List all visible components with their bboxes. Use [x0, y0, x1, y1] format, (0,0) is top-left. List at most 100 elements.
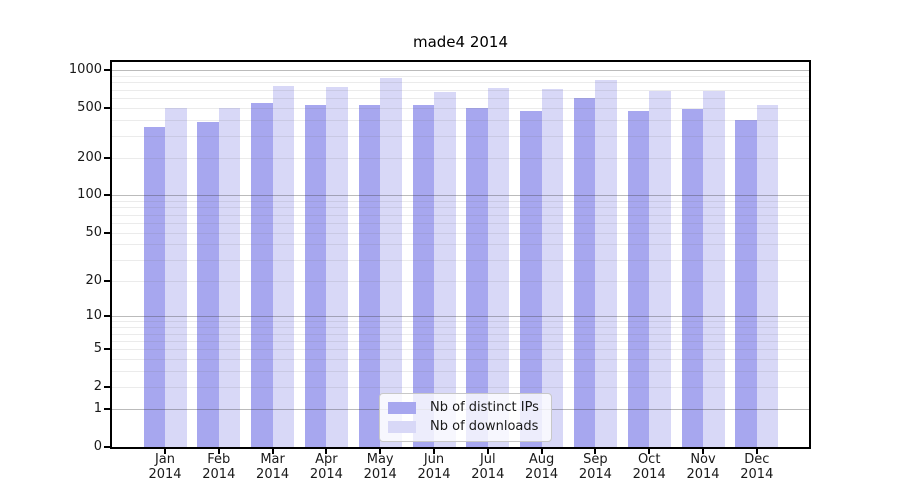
y-tick-label-0: 0 — [93, 439, 102, 454]
x-tick-label-may: May 2014 — [363, 452, 397, 482]
gridline-400 — [112, 120, 809, 121]
legend: Nb of distinct IPs Nb of downloads — [379, 393, 552, 442]
legend-entry-downloads: Nb of downloads — [388, 419, 539, 435]
bar-dec-downloads — [756, 104, 779, 447]
bar-apr-downloads — [326, 86, 348, 447]
y-tick-mark — [104, 408, 110, 411]
x-tick-label-aug: Aug 2014 — [525, 452, 559, 482]
x-tick-mark — [217, 449, 220, 454]
x-tick-label-apr: Apr 2014 — [309, 452, 343, 482]
gridline-8 — [112, 327, 809, 329]
gridline-100 — [112, 195, 809, 197]
bar-apr-distinct-ips — [304, 105, 327, 447]
x-tick-mark — [755, 449, 758, 454]
y-tick-mark — [104, 156, 110, 159]
bar-may-distinct-ips — [358, 104, 381, 447]
bar-oct-downloads — [649, 91, 671, 447]
bar-feb-downloads — [218, 107, 241, 447]
bar-sep-distinct-ips — [573, 98, 596, 447]
bar-jan-downloads — [165, 108, 187, 447]
gridline-6 — [112, 340, 809, 342]
bar-aug-downloads — [541, 89, 564, 447]
y-tick-mark — [104, 106, 110, 109]
y-tick-mark — [104, 386, 110, 389]
bar-oct-distinct-ips — [627, 111, 650, 447]
gridline-7 — [112, 333, 809, 335]
gridline-70 — [112, 214, 809, 216]
bar-jan-distinct-ips — [143, 126, 165, 447]
x-tick-mark — [594, 449, 597, 454]
gridline-3 — [112, 371, 809, 373]
bar-nov-distinct-ips — [681, 109, 703, 447]
legend-swatch-downloads-icon — [388, 421, 416, 433]
gridline-5 — [112, 349, 809, 351]
gridline-60 — [112, 222, 809, 224]
bar-mar-downloads — [272, 86, 295, 447]
gridline-900 — [112, 75, 809, 77]
y-tick-mark — [104, 231, 110, 234]
x-tick-mark — [540, 449, 543, 454]
y-tick-label-2: 2 — [93, 379, 102, 395]
y-tick-mark — [104, 69, 110, 72]
x-tick-mark — [325, 449, 328, 454]
bar-aug-distinct-ips — [520, 110, 542, 447]
x-tick-label-jun: Jun 2014 — [417, 452, 451, 482]
x-tick-label-sep: Sep 2014 — [578, 452, 612, 482]
y-tick-mark — [104, 348, 110, 351]
gridline-4 — [112, 359, 809, 361]
gridline-200 — [112, 157, 809, 159]
y-tick-label-1: 1 — [93, 401, 102, 417]
x-tick-label-oct: Oct 2014 — [632, 452, 666, 482]
bar-nov-downloads — [703, 90, 725, 447]
gridline-40 — [112, 244, 809, 246]
y-tick-label-100: 100 — [77, 187, 102, 203]
bar-sep-downloads — [595, 80, 617, 447]
x-tick-label-mar: Mar 2014 — [256, 452, 290, 482]
gridline-1000 — [112, 70, 809, 72]
gridline-20 — [112, 280, 809, 282]
bar-feb-distinct-ips — [197, 122, 219, 447]
legend-label-downloads: Nb of downloads — [430, 419, 539, 434]
legend-entry-distinct-ips: Nb of distinct IPs — [388, 400, 539, 416]
y-tick-label-1000: 1000 — [68, 62, 102, 78]
bar-dec-distinct-ips — [735, 120, 757, 447]
gridline-2 — [112, 387, 809, 389]
y-tick-label-500: 500 — [77, 99, 102, 115]
x-tick-mark — [271, 449, 274, 454]
y-tick-mark — [104, 279, 110, 282]
bar-mar-distinct-ips — [251, 102, 273, 447]
bar-jun-downloads — [434, 92, 456, 447]
gridline-800 — [112, 82, 809, 84]
y-tick-mark — [104, 194, 110, 197]
y-tick-label-5: 5 — [93, 341, 102, 357]
x-tick-mark — [486, 449, 489, 454]
y-tick-mark — [104, 315, 110, 318]
bar-may-downloads — [380, 78, 402, 447]
gridline-90 — [112, 200, 809, 202]
x-tick-label-feb: Feb 2014 — [202, 452, 236, 482]
x-tick-mark — [648, 449, 651, 454]
x-tick-mark — [702, 449, 704, 454]
gridline-600 — [112, 98, 809, 99]
y-tick-mark — [104, 446, 110, 448]
y-tick-label-200: 200 — [77, 149, 102, 165]
x-tick-mark — [433, 449, 435, 454]
legend-label-distinct-ips: Nb of distinct IPs — [430, 400, 539, 415]
y-tick-label-20: 20 — [85, 272, 102, 288]
bar-jul-downloads — [487, 88, 510, 447]
bar-jul-distinct-ips — [466, 107, 488, 447]
gridline-80 — [112, 207, 809, 209]
gridline-300 — [112, 135, 809, 137]
x-tick-mark — [164, 449, 166, 454]
gridline-500 — [112, 107, 809, 109]
gridline-30 — [112, 259, 809, 261]
x-tick-mark — [379, 449, 382, 454]
gridline-10 — [112, 316, 809, 318]
x-tick-label-nov: Nov 2014 — [686, 452, 720, 482]
legend-swatch-distinct-ips-icon — [388, 402, 416, 414]
x-tick-label-jan: Jan 2014 — [148, 452, 182, 482]
y-tick-label-50: 50 — [85, 224, 102, 240]
plot-area — [110, 60, 811, 449]
y-tick-label-10: 10 — [85, 308, 102, 324]
